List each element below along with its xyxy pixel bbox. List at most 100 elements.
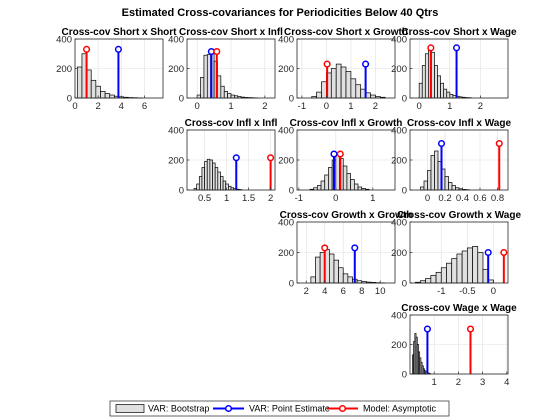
panel-title: Cross-cov Short x Growth <box>284 27 408 38</box>
x-tick-label: 1 <box>348 101 353 112</box>
bootstrap-bar <box>353 183 359 191</box>
bootstrap-bar <box>329 253 335 284</box>
bootstrap-bar <box>109 94 115 99</box>
y-tick-label: 400 <box>391 125 407 136</box>
asymptotic-marker <box>267 154 275 162</box>
legend-bootstrap-swatch <box>115 404 145 413</box>
asymptotic-marker <box>321 244 329 252</box>
y-tick-label: 200 <box>56 64 72 75</box>
x-tick-label: -1 <box>295 193 303 204</box>
asymptotic-marker <box>495 139 503 148</box>
y-tick-label: 200 <box>168 64 184 75</box>
point-estimate-marker <box>232 154 240 162</box>
asymptotic-marker <box>213 47 221 56</box>
bootstrap-bar <box>370 94 376 99</box>
bootstrap-bar <box>448 182 453 191</box>
bootstrap-bar <box>324 174 329 191</box>
bootstrap-bar <box>340 66 347 99</box>
x-tick-label: 4 <box>322 286 327 297</box>
bootstrap-bar <box>212 162 216 191</box>
y-tick-label: 200 <box>278 155 294 166</box>
x-tick-label: 1 <box>447 101 452 112</box>
bootstrap-bar <box>424 53 429 99</box>
bootstrap-bar <box>196 94 201 99</box>
bootstrap-bar <box>342 273 349 284</box>
y-tick-label: 400 <box>278 125 294 136</box>
panel-title: Cross-cov Short x Infl <box>179 27 283 38</box>
bootstrap-bar <box>451 185 456 191</box>
asymptotic-marker <box>323 60 331 68</box>
y-tick-label: 0 <box>402 185 407 196</box>
x-tick-label: -0.5 <box>459 286 475 297</box>
bootstrap-bar <box>321 81 327 99</box>
bootstrap-bar <box>350 78 357 99</box>
bootstrap-bar <box>434 65 438 99</box>
x-tick-label: 0 <box>195 101 200 112</box>
y-tick-label: 400 <box>391 34 407 45</box>
y-tick-label: 200 <box>391 64 407 75</box>
bootstrap-bar <box>206 158 211 191</box>
x-tick-label: 2 <box>268 193 273 204</box>
bootstrap-bar <box>446 262 453 284</box>
y-tick-label: 0 <box>289 185 294 196</box>
y-tick-label: 0 <box>289 278 294 289</box>
y-tick-label: 200 <box>391 340 407 351</box>
y-tick-label: 0 <box>402 278 407 289</box>
y-tick-label: 400 <box>391 217 407 228</box>
y-tick-label: 200 <box>278 64 294 75</box>
y-tick-label: 0 <box>402 93 407 104</box>
bootstrap-bar <box>220 176 224 191</box>
x-tick-label: 0.6 <box>473 193 486 204</box>
panel-title: Cross-cov Short x Wage <box>401 27 517 38</box>
x-tick-label: 3 <box>480 377 485 388</box>
panel-title: Cross-cov Wage x Wage <box>401 303 517 314</box>
bootstrap-bar <box>437 75 441 99</box>
bootstrap-bar <box>449 93 454 99</box>
bootstrap-bar <box>328 167 333 191</box>
bootstrap-bar <box>431 51 435 99</box>
x-tick-label: 4 <box>119 101 124 112</box>
bootstrap-bar <box>423 180 428 191</box>
panel-title: Cross-cov Infl x Infl <box>185 118 278 129</box>
bootstrap-bar <box>200 76 205 99</box>
point-estimate-marker <box>114 45 122 53</box>
bootstrap-bar <box>333 259 339 284</box>
x-tick-label: 1 <box>370 193 375 204</box>
y-tick-label: 0 <box>289 93 294 104</box>
bootstrap-bar <box>196 183 200 191</box>
bootstrap-bar <box>472 246 479 284</box>
x-tick-label: 8 <box>359 286 364 297</box>
x-tick-label: 1.5 <box>242 193 255 204</box>
x-tick-label: 1 <box>228 101 233 112</box>
point-estimate-marker <box>351 244 359 252</box>
bootstrap-bar <box>434 150 439 191</box>
legend-box <box>109 400 450 417</box>
x-tick-label: 0 <box>491 286 496 297</box>
x-tick-label: 6 <box>341 286 346 297</box>
bootstrap-bar <box>346 173 351 191</box>
bootstrap-bar <box>320 180 326 191</box>
x-tick-label: 0 <box>417 101 422 112</box>
bootstrap-bar <box>418 82 423 99</box>
y-tick-label: 0 <box>67 93 72 104</box>
x-tick-label: 0 <box>425 193 430 204</box>
x-tick-label: 0 <box>324 101 329 112</box>
bootstrap-bar <box>425 278 432 284</box>
bootstrap-bar <box>230 94 235 99</box>
x-tick-label: 2 <box>304 286 309 297</box>
panel-title: Cross-cov Infl x Growth <box>290 118 403 129</box>
bootstrap-bar <box>90 79 97 99</box>
point-estimate-marker <box>330 150 338 158</box>
bootstrap-bar <box>420 186 425 191</box>
panel-title: Cross-cov Short x Short <box>61 27 177 38</box>
y-tick-label: 400 <box>168 125 184 136</box>
y-tick-label: 200 <box>168 155 184 166</box>
legend-point-estimate-label: VAR: Point Estimate <box>249 404 330 414</box>
bootstrap-bar <box>350 179 355 191</box>
